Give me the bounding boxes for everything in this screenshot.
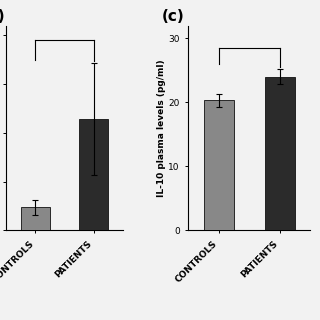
Bar (21, 207, 50, 230)
Text: (b): (b) (0, 9, 5, 24)
Bar (204, 100, 234, 230)
Y-axis label: IL-10 plasma levels (pg/ml): IL-10 plasma levels (pg/ml) (157, 59, 166, 197)
Bar (265, 77, 295, 230)
Bar (79, 119, 108, 230)
Text: (c): (c) (161, 9, 184, 24)
